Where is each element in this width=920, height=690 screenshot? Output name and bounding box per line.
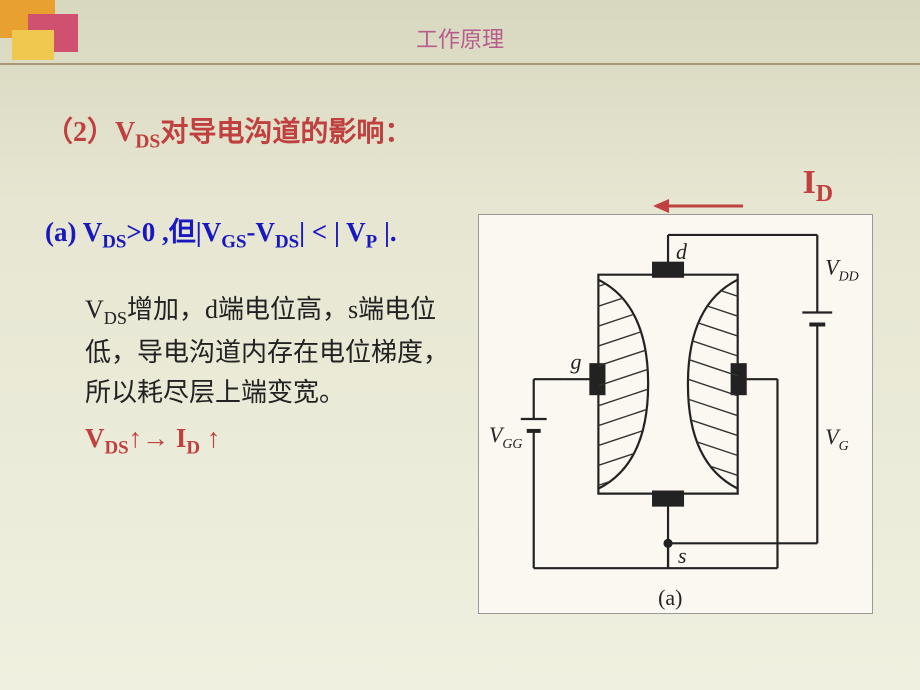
res-imp: → xyxy=(142,423,169,453)
section-var: V xyxy=(115,117,135,148)
page-title: 工作原理 xyxy=(0,0,920,54)
cond-v4: V xyxy=(346,217,366,247)
exp-v: V xyxy=(85,295,104,324)
diagram-caption: (a) xyxy=(658,586,682,610)
cond-op1: >0 ,但| xyxy=(126,217,201,247)
cond-v4s: P xyxy=(366,231,378,252)
label-vdd: VDD xyxy=(825,255,858,284)
section-heading: （2）VDS对导电沟道的影响： xyxy=(45,110,890,154)
section-var-sub: DS xyxy=(135,132,160,153)
result-text: VDS↑→ ID ↑ xyxy=(85,423,460,459)
cond-v2s: GS xyxy=(221,231,246,252)
id-sub: D xyxy=(816,180,833,206)
cond-mid: | < | xyxy=(299,217,346,247)
section-number: （2） xyxy=(45,117,115,148)
exp-vs: DS xyxy=(104,309,127,329)
cond-end: |. xyxy=(377,217,396,247)
label-vgg: VGG xyxy=(489,422,522,451)
diagram-column: ID xyxy=(478,214,878,614)
circuit-diagram: d g s VDD VGG VG (a) xyxy=(478,214,873,614)
cond-v2: V xyxy=(202,217,222,247)
res-v2: I xyxy=(169,423,186,453)
cond-v1: V xyxy=(83,217,103,247)
id-var: I xyxy=(803,164,816,201)
res-a2: ↑ xyxy=(200,423,220,453)
corner-decoration xyxy=(0,0,110,65)
label-d: d xyxy=(676,239,687,263)
cond-v3s: DS xyxy=(275,231,299,252)
label-g: g xyxy=(571,350,582,374)
section-rest: 对导电沟道的影响： xyxy=(160,117,412,148)
explanation-text: VDS增加，d端电位高，s端电位低，导电沟道内存在电位梯度，所以耗尽层上端变宽。 xyxy=(85,290,460,413)
text-column: (a) VDS>0 ,但|VGS-VDS| < | VP |. VDS增加，d端… xyxy=(45,214,460,460)
cond-label: (a) xyxy=(45,217,76,247)
res-s1: DS xyxy=(105,438,129,459)
res-a1: ↑ xyxy=(129,423,143,453)
header-underline xyxy=(0,63,920,65)
id-current-label: ID xyxy=(803,164,833,208)
label-vg: VG xyxy=(825,424,848,453)
content-area: （2）VDS对导电沟道的影响： (a) VDS>0 ,但|VGS-VDS| < … xyxy=(45,110,890,614)
condition-text: (a) VDS>0 ,但|VGS-VDS| < | VP |. xyxy=(45,214,460,256)
cond-v1s: DS xyxy=(102,231,126,252)
cond-v3: V xyxy=(255,217,275,247)
res-s2: D xyxy=(186,438,200,459)
res-v1: V xyxy=(85,423,105,453)
exp-rest: 增加，d端电位高，s端电位低，导电沟道内存在电位梯度，所以耗尽层上端变宽。 xyxy=(85,295,449,407)
main-row: (a) VDS>0 ,但|VGS-VDS| < | VP |. VDS增加，d端… xyxy=(45,214,890,614)
label-s: s xyxy=(678,544,687,568)
